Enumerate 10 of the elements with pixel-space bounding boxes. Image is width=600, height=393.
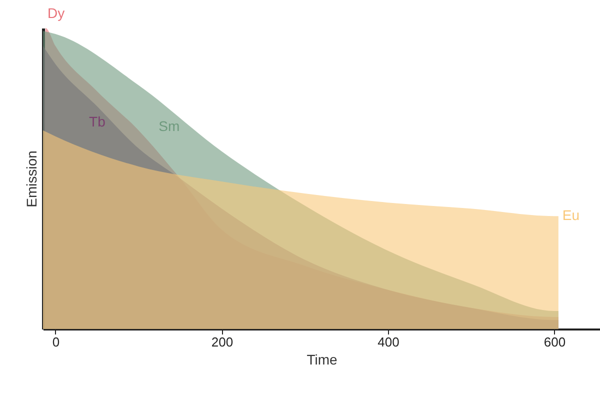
series-label: Dy <box>47 5 65 21</box>
series-label: Eu <box>562 207 580 224</box>
x-tick-label: 400 <box>378 334 400 350</box>
x-axis-title: Time <box>306 352 338 368</box>
y-axis-title: Emission <box>24 150 40 208</box>
series-label: Sm <box>158 118 180 134</box>
x-tick-label: 0 <box>52 334 60 350</box>
x-tick-label: 600 <box>544 334 566 350</box>
series-label: Tb <box>89 113 106 130</box>
x-tick-label: 200 <box>211 334 234 350</box>
